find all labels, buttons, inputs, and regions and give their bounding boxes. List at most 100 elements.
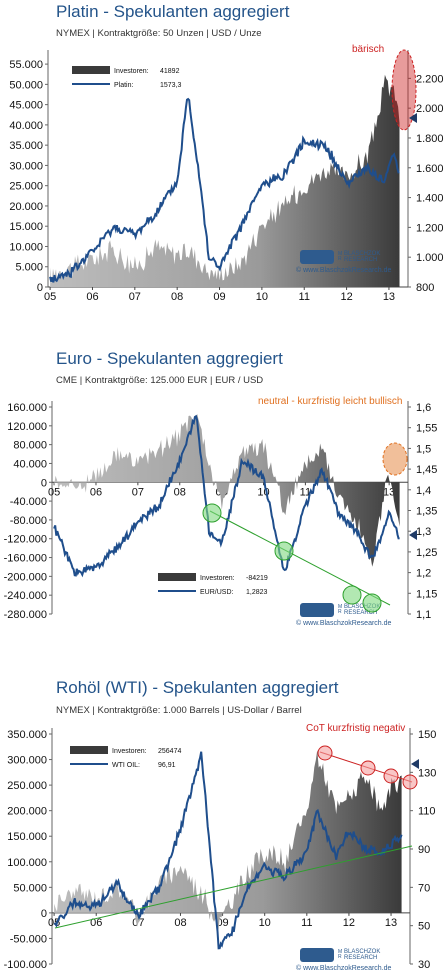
chart-euro: 160.000 120.000 80.000 40.000 0 -40.000 -80.00… — [4, 396, 438, 627]
y-left-tick-label: 30.000 — [9, 160, 43, 172]
x-tick-label: 12 — [340, 291, 352, 303]
legend-swatch-investoren — [70, 746, 108, 754]
highlight-circle — [342, 585, 362, 605]
chart-platin: 0 5.000 10.000 15.000 20.000 25.000 30.000 35.0… — [9, 44, 444, 303]
y-right-tick-label: 70 — [418, 882, 430, 894]
current-value-arrow-icon — [409, 530, 417, 540]
chart-subtitle: NYMEX | Kontraktgröße: 1.000 Barrels | U… — [56, 705, 302, 716]
y-left-tick-label: 100.000 — [7, 857, 47, 869]
x-tick-label: 08 — [174, 917, 186, 929]
x-tick-label: 05 — [44, 291, 56, 303]
y-left-tick-label: 40.000 — [13, 458, 47, 470]
y-left-tick-label: 160.000 — [7, 402, 47, 414]
x-tick-label: 06 — [86, 291, 98, 303]
y-left-tick-label: 25.000 — [9, 181, 43, 193]
x-tick-label: 09 — [216, 917, 228, 929]
y-left-tick-label: 0 — [41, 908, 47, 920]
y-right-tick-label: 50 — [418, 921, 430, 933]
y-right-tick-label: 1.800 — [416, 133, 444, 145]
logo-icon — [300, 948, 334, 962]
x-tick-label: 09 — [213, 291, 225, 303]
x-tick-label: 13 — [385, 917, 397, 929]
y-left-tick-label: -40.000 — [10, 496, 47, 508]
y-right-tick-label: 1,2 — [416, 568, 431, 580]
logo-word: RESEARCH — [344, 610, 377, 616]
series-price-line — [53, 751, 403, 950]
y-right-tick-label: 30 — [418, 959, 430, 971]
annotation-text: bärisch — [352, 44, 384, 55]
highlight-circle — [274, 541, 294, 561]
y-left-tick-label: 0 — [37, 282, 43, 294]
y-left-tick-label: -100.000 — [4, 959, 47, 971]
y-left-tick-label: 10.000 — [9, 241, 43, 253]
highlight-ellipse — [391, 49, 417, 131]
legend-swatch-investoren — [158, 573, 196, 581]
y-right-tick-label: 1,25 — [416, 547, 437, 559]
y-right-tick-label: 2.000 — [416, 103, 444, 115]
chart-panel-euro: Euro - Spekulanten aggregiert CME | Kont… — [0, 347, 445, 647]
logo-letter: R — [338, 954, 342, 960]
y-left-tick-label: 50.000 — [13, 882, 47, 894]
legend-swatch-investoren — [72, 66, 110, 74]
legend-value-price: 1573,3 — [160, 82, 182, 89]
legend-value-price: 1,2823 — [246, 589, 268, 596]
y-right-tick-label: 110 — [418, 806, 436, 818]
trend-line — [209, 510, 391, 606]
logo-word: BLASCHZOK — [344, 251, 380, 257]
chart-panel-wti: Rohöl (WTI) - Spekulanten aggregiert NYM… — [0, 676, 445, 978]
chart-subtitle: CME | Kontraktgröße: 125.000 EUR | EUR /… — [56, 375, 264, 386]
y-left-tick-label: -80.000 — [10, 515, 47, 527]
y-right-tick-label: 90 — [418, 844, 430, 856]
y-right-tick-label: 1,6 — [416, 402, 431, 414]
legend-label-price: WTI OIL: — [112, 762, 140, 769]
logo-letter: M — [338, 949, 342, 955]
series-price-line — [53, 414, 400, 578]
y-right-tick-label: 1,55 — [416, 423, 437, 435]
y-left-tick-label: 200.000 — [7, 806, 47, 818]
y-left-tick-label: -120.000 — [4, 534, 47, 546]
logo-word: BLASCHZOK — [344, 604, 380, 610]
legend-label-investoren: Investoren: — [114, 68, 149, 75]
logo-letter: M — [338, 251, 342, 257]
y-left-tick-label: -280.000 — [4, 609, 47, 621]
y-right-tick-label: 130 — [418, 767, 436, 779]
legend-value-investoren: 256474 — [158, 748, 181, 755]
y-left-tick-label: 80.000 — [13, 440, 47, 452]
x-tick-label: 06 — [90, 486, 102, 498]
chart-panel-platin: Platin - Spekulanten aggregiert NYMEX | … — [0, 0, 445, 303]
chart-title: Rohöl (WTI) - Spekulanten aggregiert — [56, 678, 339, 697]
y-right-tick-label: 1,35 — [416, 506, 437, 518]
y-left-tick-label: 15.000 — [9, 221, 43, 233]
y-left-tick-label: 350.000 — [7, 729, 47, 741]
watermark-url: © www.BlaschzokResearch.de — [296, 964, 392, 972]
chart-title: Euro - Spekulanten aggregiert — [56, 349, 283, 368]
x-tick-label: 10 — [259, 917, 271, 929]
y-right-tick-label: 800 — [416, 282, 434, 294]
y-right-tick-label: 1.000 — [416, 252, 444, 264]
current-value-arrow-icon — [411, 759, 419, 769]
y-left-tick-label: 20.000 — [9, 201, 43, 213]
x-tick-label: 13 — [383, 291, 395, 303]
y-left-tick-label: -200.000 — [4, 571, 47, 583]
y-right-tick-label: 1,3 — [416, 526, 431, 538]
y-left-tick-label: 55.000 — [9, 59, 43, 71]
x-tick-label: 11 — [301, 917, 312, 929]
y-left-tick-label: 150.000 — [7, 831, 47, 843]
annotation-text: CoT kurzfristig negativ — [306, 723, 405, 734]
y-left-tick-label: 5.000 — [15, 262, 43, 274]
legend-value-price: 96,91 — [158, 762, 176, 769]
x-tick-label: 11 — [300, 486, 311, 498]
y-right-tick-label: 150 — [418, 729, 436, 741]
legend-value-investoren: 41892 — [160, 68, 180, 75]
y-left-tick-label: 35.000 — [9, 140, 43, 152]
x-tick-label: 10 — [256, 291, 268, 303]
legend-label-price: EUR/USD: — [200, 589, 234, 596]
y-right-tick-label: 1.400 — [416, 193, 444, 205]
series-investoren-area — [54, 413, 400, 567]
y-left-tick-label: -160.000 — [4, 553, 47, 565]
series-investoren-area — [50, 74, 400, 287]
legend-label-price: Platin: — [114, 82, 134, 89]
logo-letter: M — [338, 604, 342, 610]
y-left-tick-label: -240.000 — [4, 590, 47, 602]
highlight-circle — [383, 768, 399, 784]
